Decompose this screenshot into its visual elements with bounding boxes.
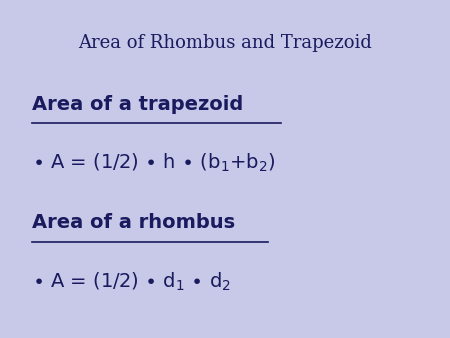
Text: $\bullet$ A = (1/2) $\bullet$ h $\bullet$ (b$_1$+b$_2$): $\bullet$ A = (1/2) $\bullet$ h $\bullet…	[32, 152, 275, 174]
Text: Area of a trapezoid: Area of a trapezoid	[32, 95, 243, 114]
Text: Area of Rhombus and Trapezoid: Area of Rhombus and Trapezoid	[78, 34, 372, 52]
Text: $\bullet$ A = (1/2) $\bullet$ d$_1$ $\bullet$ d$_2$: $\bullet$ A = (1/2) $\bullet$ d$_1$ $\bu…	[32, 270, 231, 293]
Text: Area of a rhombus: Area of a rhombus	[32, 213, 234, 232]
